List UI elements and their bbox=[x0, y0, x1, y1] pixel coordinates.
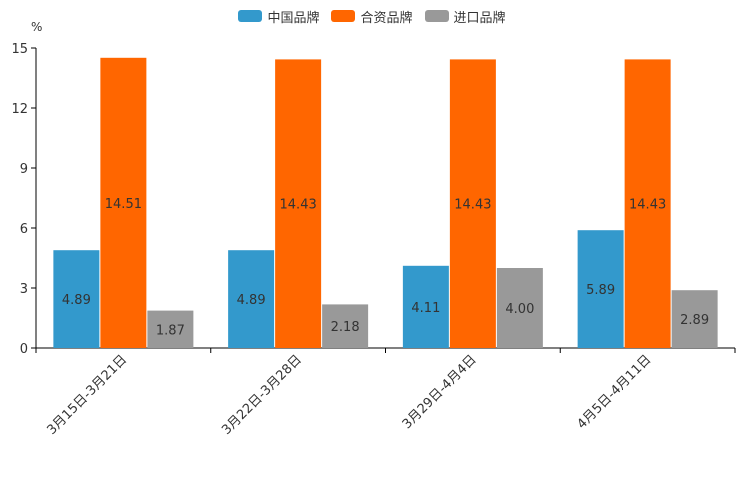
y-tick-label: 6 bbox=[20, 222, 28, 237]
bar-jv bbox=[100, 57, 147, 349]
bar-china bbox=[53, 250, 100, 348]
bar-jv bbox=[275, 59, 322, 349]
data-label: 4.89 bbox=[237, 293, 266, 308]
data-label: 14.43 bbox=[280, 198, 317, 213]
y-tick-label: 0 bbox=[20, 342, 28, 357]
legend-item-jv[interactable]: 合资品牌 bbox=[331, 6, 413, 26]
bar-import bbox=[496, 268, 543, 348]
data-label: 14.51 bbox=[105, 197, 142, 212]
chart-legend: 中国品牌 合资品牌 进口品牌 bbox=[0, 6, 744, 26]
data-label: 2.89 bbox=[680, 313, 709, 328]
legend-item-import[interactable]: 进口品牌 bbox=[424, 6, 506, 26]
legend-swatch-china bbox=[238, 10, 263, 22]
bar-jv bbox=[624, 59, 671, 349]
x-category-label: 3月29日-4月4日 bbox=[400, 352, 480, 432]
data-label: 5.89 bbox=[586, 283, 615, 298]
legend-swatch-import bbox=[424, 10, 449, 22]
bar-import bbox=[147, 310, 194, 348]
y-tick-label: 15 bbox=[11, 42, 28, 57]
data-label: 2.18 bbox=[331, 320, 360, 335]
legend-label-jv: 合资品牌 bbox=[360, 10, 413, 26]
legend-label-import: 进口品牌 bbox=[453, 10, 506, 26]
legend-label-china: 中国品牌 bbox=[267, 10, 320, 26]
data-label: 4.00 bbox=[505, 302, 534, 317]
bar-china bbox=[577, 230, 624, 348]
legend-item-china[interactable]: 中国品牌 bbox=[238, 6, 319, 26]
bar-import bbox=[671, 290, 718, 348]
data-label: 4.11 bbox=[411, 301, 440, 316]
data-label: 14.43 bbox=[629, 198, 666, 213]
data-label: 14.43 bbox=[454, 198, 491, 213]
data-label: 4.89 bbox=[62, 293, 91, 308]
y-tick-label: 3 bbox=[20, 282, 28, 297]
x-category-label: 4月5日-4月11日 bbox=[575, 352, 655, 432]
bar-china bbox=[228, 250, 275, 348]
data-label: 1.87 bbox=[156, 323, 185, 338]
bar-import bbox=[322, 304, 369, 348]
bar-china bbox=[402, 265, 449, 348]
bar-jv bbox=[449, 59, 496, 349]
x-category-label: 3月15日-3月21日 bbox=[44, 352, 130, 438]
y-tick-label: 12 bbox=[11, 102, 28, 117]
legend-swatch-jv bbox=[331, 10, 356, 22]
y-axis-unit: % bbox=[31, 20, 43, 34]
y-tick-label: 9 bbox=[20, 162, 28, 177]
x-category-label: 3月22日-3月28日 bbox=[219, 352, 305, 438]
